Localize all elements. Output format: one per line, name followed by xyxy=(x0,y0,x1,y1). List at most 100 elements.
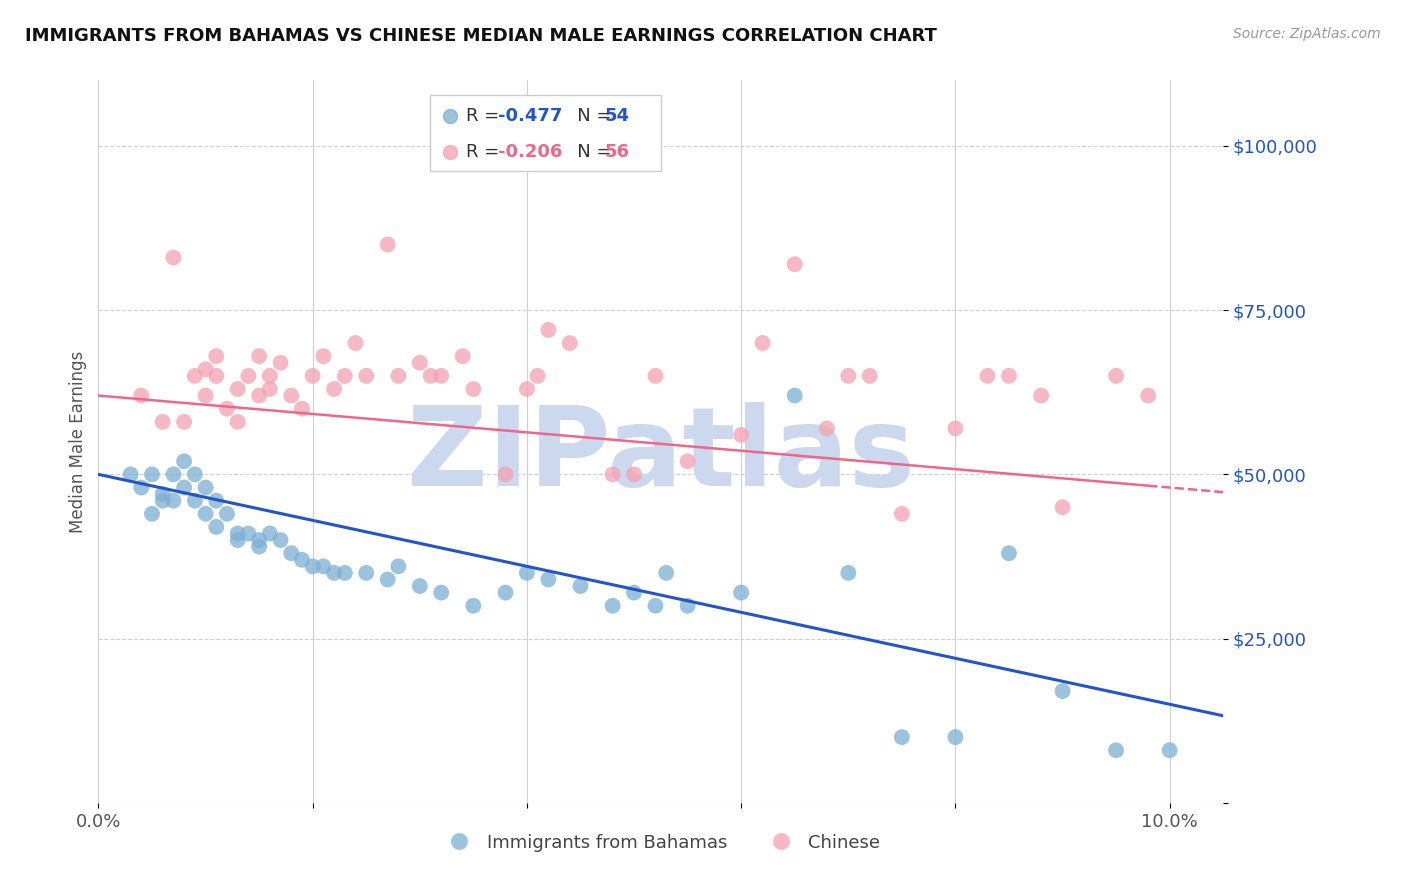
Point xyxy=(226,533,249,547)
Point xyxy=(537,323,560,337)
Point xyxy=(623,585,645,599)
Point xyxy=(184,368,207,383)
Legend: Immigrants from Bahamas, Chinese: Immigrants from Bahamas, Chinese xyxy=(434,826,887,859)
Point xyxy=(162,251,184,265)
Point xyxy=(409,356,432,370)
Point xyxy=(184,493,207,508)
Point xyxy=(141,467,163,482)
Point xyxy=(215,401,238,416)
Point xyxy=(354,368,377,383)
Point xyxy=(377,573,399,587)
Point xyxy=(655,566,678,580)
Point xyxy=(644,368,666,383)
Point xyxy=(194,362,217,376)
Point xyxy=(602,467,624,482)
Text: R =: R = xyxy=(467,143,505,161)
Point xyxy=(194,388,217,402)
Point xyxy=(495,467,517,482)
Text: N =: N = xyxy=(560,143,617,161)
Point xyxy=(270,356,292,370)
Point xyxy=(516,382,538,396)
Point xyxy=(945,730,967,744)
FancyBboxPatch shape xyxy=(430,95,661,170)
Point xyxy=(430,368,453,383)
Point xyxy=(998,368,1021,383)
Point xyxy=(226,526,249,541)
Point xyxy=(301,368,323,383)
Point xyxy=(344,336,367,351)
Point xyxy=(1052,684,1074,698)
Point xyxy=(205,368,228,383)
Point xyxy=(247,349,270,363)
Text: 54: 54 xyxy=(605,107,630,125)
Point xyxy=(194,481,217,495)
Point xyxy=(783,388,806,402)
Point xyxy=(730,585,752,599)
Point xyxy=(495,585,517,599)
Point xyxy=(558,336,581,351)
Point xyxy=(945,421,967,435)
Point xyxy=(152,487,174,501)
Point xyxy=(676,454,699,468)
Point xyxy=(173,415,195,429)
Point xyxy=(676,599,699,613)
Point xyxy=(205,493,228,508)
Point xyxy=(173,454,195,468)
Point xyxy=(323,382,346,396)
Point xyxy=(301,559,323,574)
Y-axis label: Median Male Earnings: Median Male Earnings xyxy=(69,351,87,533)
Point xyxy=(215,507,238,521)
Point xyxy=(730,428,752,442)
Point xyxy=(194,507,217,521)
Text: N =: N = xyxy=(560,107,617,125)
Point xyxy=(602,599,624,613)
Point xyxy=(333,566,356,580)
Point xyxy=(226,382,249,396)
Point xyxy=(120,467,142,482)
Point xyxy=(354,566,377,580)
Point xyxy=(270,533,292,547)
Point xyxy=(323,566,346,580)
Point xyxy=(815,421,838,435)
Point xyxy=(226,415,249,429)
Text: -0.206: -0.206 xyxy=(498,143,562,161)
Point xyxy=(291,401,314,416)
Point xyxy=(1052,500,1074,515)
Point xyxy=(1105,368,1128,383)
Point xyxy=(129,388,152,402)
Point xyxy=(247,540,270,554)
Point xyxy=(280,388,302,402)
Point xyxy=(141,507,163,521)
Point xyxy=(451,349,474,363)
Point xyxy=(238,526,260,541)
Point xyxy=(333,368,356,383)
Point xyxy=(377,237,399,252)
Point xyxy=(890,730,912,744)
Point xyxy=(259,526,281,541)
Point xyxy=(162,493,184,508)
Point xyxy=(280,546,302,560)
Point xyxy=(463,599,485,613)
Point xyxy=(569,579,592,593)
Text: 56: 56 xyxy=(605,143,630,161)
Point xyxy=(976,368,998,383)
Point xyxy=(152,415,174,429)
Point xyxy=(526,368,548,383)
Text: ZIPatlas: ZIPatlas xyxy=(406,402,915,509)
Point xyxy=(1137,388,1160,402)
Text: Source: ZipAtlas.com: Source: ZipAtlas.com xyxy=(1233,27,1381,41)
Point xyxy=(859,368,882,383)
Point xyxy=(430,585,453,599)
Point xyxy=(259,368,281,383)
Text: -0.477: -0.477 xyxy=(498,107,562,125)
Point xyxy=(238,368,260,383)
Point xyxy=(312,559,335,574)
Point xyxy=(837,368,859,383)
Point xyxy=(247,533,270,547)
Point xyxy=(837,566,859,580)
Point xyxy=(463,382,485,396)
Point xyxy=(162,467,184,482)
Point xyxy=(998,546,1021,560)
Point xyxy=(387,559,409,574)
Point xyxy=(751,336,773,351)
